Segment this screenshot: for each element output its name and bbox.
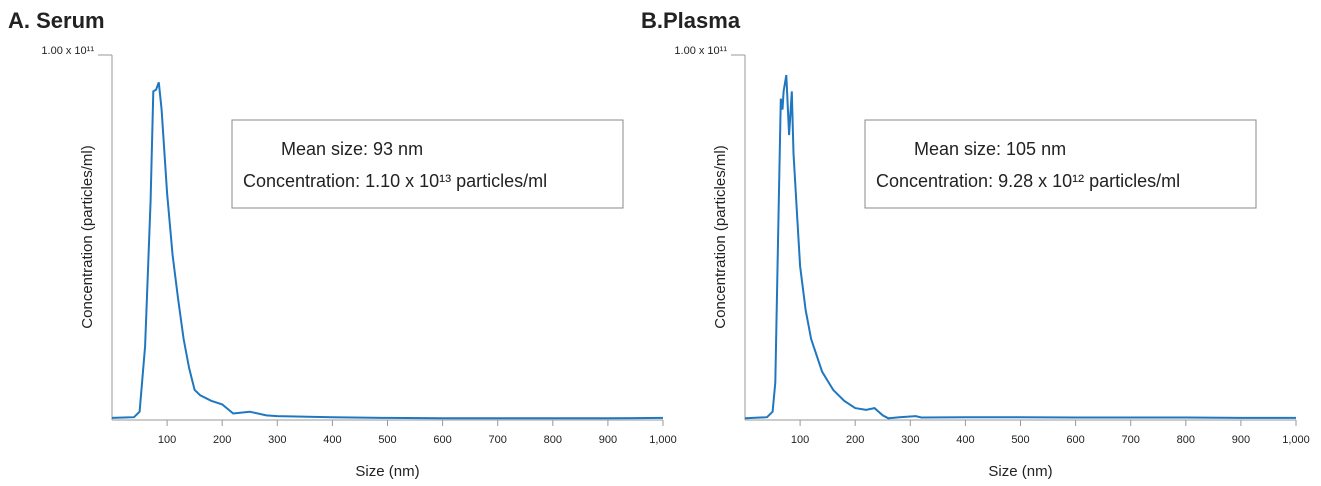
x-axis-label: Size (nm) (988, 463, 1052, 480)
x-tick-label: 200 (846, 434, 864, 446)
x-tick-label: 500 (1011, 434, 1029, 446)
x-tick-label: 700 (489, 434, 507, 446)
x-tick-label: 500 (378, 434, 396, 446)
annotation: Mean size: 93 nm (281, 139, 423, 159)
chart-title: B.Plasma (641, 8, 741, 33)
annotation: Mean size: 105 nm (914, 139, 1066, 159)
x-tick-label: 700 (1122, 434, 1140, 446)
x-tick-label: 100 (791, 434, 809, 446)
x-tick-label: 300 (901, 434, 919, 446)
annotation-box (231, 119, 624, 209)
x-tick-label: 900 (1232, 434, 1250, 446)
x-tick-label: 900 (599, 434, 617, 446)
x-tick-label: 800 (1177, 434, 1195, 446)
y-axis-label: Concentration (particles/ml) (79, 145, 96, 328)
y-axis-label: Concentration (particles/ml) (712, 145, 729, 328)
x-tick-label: 600 (433, 434, 451, 446)
y-tick-label: 1.00 x 10¹¹ (41, 45, 94, 57)
x-tick-label: 600 (1066, 434, 1084, 446)
x-tick-label: 100 (158, 434, 176, 446)
annotation: Concentration: 1.10 x 10¹³ particles/ml (243, 171, 547, 191)
chart: B.Plasma 1.00 x 10¹¹ 100 200 300 400 500 600 700… (641, 8, 1310, 480)
y-tick-label: 1.00 x 10¹¹ (674, 45, 727, 57)
annotation: Concentration: 9.28 x 10¹² particles/ml (876, 171, 1180, 191)
x-axis-label: Size (nm) (355, 463, 419, 480)
chart: A. Serum 1.00 x 10¹¹ 100 200 300 400 500 600 700… (8, 8, 677, 480)
x-tick-label: 800 (544, 434, 562, 446)
x-tick-label: 400 (956, 434, 974, 446)
x-tick-label: 400 (323, 434, 341, 446)
data-line (111, 81, 664, 420)
x-tick-label: 1,000 (649, 434, 677, 446)
data-line (744, 74, 1296, 420)
annotation-box (864, 119, 1257, 209)
x-tick-label: 1,000 (1282, 434, 1310, 446)
x-tick-label: 300 (268, 434, 286, 446)
chart-title: A. Serum (8, 8, 105, 33)
x-tick-label: 200 (213, 434, 231, 446)
